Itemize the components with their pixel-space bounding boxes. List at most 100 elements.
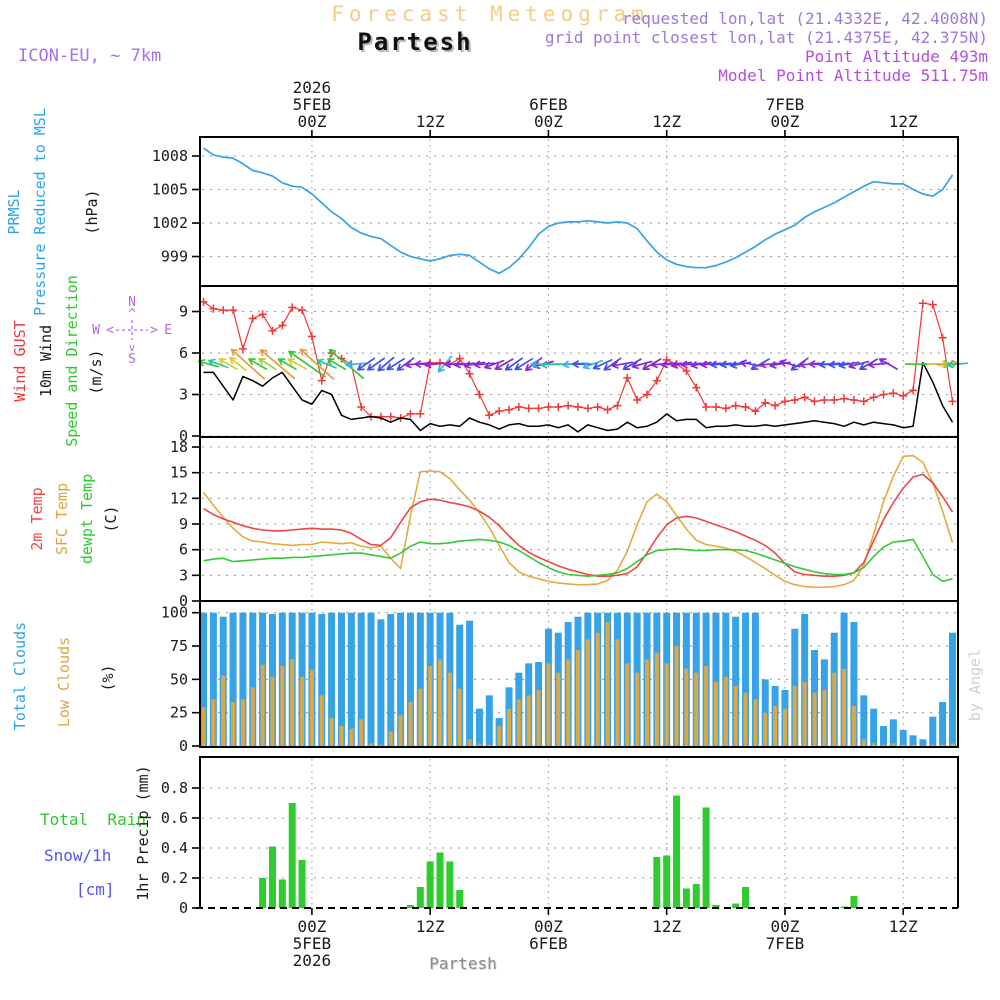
bottom-time-label: 12Z [889,917,918,936]
y-tick-label: 9 [179,515,188,533]
gust-plus-marker [278,321,287,330]
bottom-time-label: 00Z [297,917,326,936]
rain-bar [456,890,464,908]
wind-direction-arrow [288,350,326,378]
total-clouds-bar [328,612,336,746]
low-clouds-bar [507,708,512,746]
low-clouds-bar [792,686,797,746]
wind-direction-arrow [208,358,229,369]
low-clouds-bar [349,728,354,746]
model-name-label: ICON-EU, ~ 7km [18,46,162,66]
wind-direction-arrow [377,356,395,372]
rain-bar [298,860,306,908]
rain-bar [426,861,434,908]
low-clouds-bar [842,668,847,746]
dewpt-line [203,538,953,583]
low-clouds-bar [477,743,482,746]
low-clouds-bar [733,686,738,746]
wind-direction-arrow [631,360,653,370]
low-clouds-bar [773,706,778,746]
low-clouds-bar [861,739,866,746]
gust-plus-marker [840,394,849,403]
sfc-temp-line [202,454,954,589]
wind-direction-arrow [483,359,505,370]
gust-plus-marker [248,314,257,323]
total-clouds-bar [229,612,237,746]
gust-plus-marker [623,373,632,382]
low-clouds-bar [851,706,856,746]
total-clouds-bar [742,612,750,746]
wind-direction-arrow [473,360,496,369]
rain-bar [732,903,740,908]
rain-bar [673,795,681,908]
compass-east-arrow-icon: > [150,323,158,338]
panel-border [199,600,959,748]
gust-plus-marker [928,300,937,309]
top-time-label: 00Z [297,112,326,131]
y-tick-label: 100 [161,604,188,622]
low-clouds-bar [940,744,945,746]
panel-border [199,756,959,908]
low-clouds-bar [408,702,413,746]
gust-plus-marker [268,326,277,335]
low-clouds-bar [300,676,305,746]
total-clouds-bar [200,612,207,746]
compass-n-label: N [128,295,136,310]
gust-plus-marker [613,401,622,410]
low-clouds-bar [398,715,403,746]
gust-plus-marker [219,306,228,315]
wind-gust-line [203,301,954,419]
top-time-label: 12Z [889,112,918,131]
wind-direction-arrow [287,358,307,370]
y-tick-label: 0 [179,427,188,445]
low-clouds-bar [428,666,433,746]
low-clouds-bar [812,692,817,746]
low-clouds-bar [753,699,758,746]
y-tick-label: 6 [179,344,188,362]
wind-direction-arrow [229,357,247,372]
low-clouds-bar [378,744,383,746]
gust-plus-marker [603,405,612,414]
wind-direction-arrow [424,360,446,369]
gust-plus-marker [702,402,711,411]
low-clouds-bar [782,708,787,746]
wind-direction-arrow [592,359,613,370]
total-clouds-bar [456,624,464,746]
total-rain-legend: Total Rain [40,810,146,829]
compass-e-label: E [164,323,172,338]
compass-south-arrow-icon: v [129,341,136,354]
gust-plus-marker [751,407,760,416]
wind-direction-arrow [680,360,703,369]
wind-direction-arrow [660,360,683,369]
wind-direction-arrow [327,358,347,370]
bottom-time-label: 2026 [293,951,332,970]
gust-plus-marker [741,402,750,411]
rain-bar [653,857,661,908]
y-tick-label: 25 [170,704,188,722]
low-clouds-bar [743,692,748,746]
total-clouds-bar [387,614,395,746]
gust-plus-marker [593,402,602,411]
rain-bar [742,887,750,908]
top-time-label: 00Z [534,112,563,131]
gust-plus-marker [633,396,642,405]
top-time-label: 2026 [293,78,332,97]
rain-bar [268,846,276,908]
grid-coords-label: grid point closest lon,lat (21.4375E, 42… [544,28,988,47]
low-clouds-bar [487,744,492,746]
y-tick-label: 999 [161,248,188,266]
gust-plus-marker [485,411,494,420]
low-clouds-bar [625,663,630,746]
gust-plus-marker [505,405,514,414]
low-clouds-bar [250,687,255,746]
top-time-label: 12Z [416,112,445,131]
rain-bar [712,905,720,908]
cm-unit-label: [cm] [76,880,115,899]
wind-direction-arrow [230,348,266,380]
top-time-label: 6FEB [529,95,568,114]
total-clouds-bar [860,695,868,746]
wind-direction-arrow [386,357,406,371]
gust-plus-marker [682,366,691,375]
low-clouds-bar [832,672,837,746]
low-clouds-bar [339,726,344,746]
